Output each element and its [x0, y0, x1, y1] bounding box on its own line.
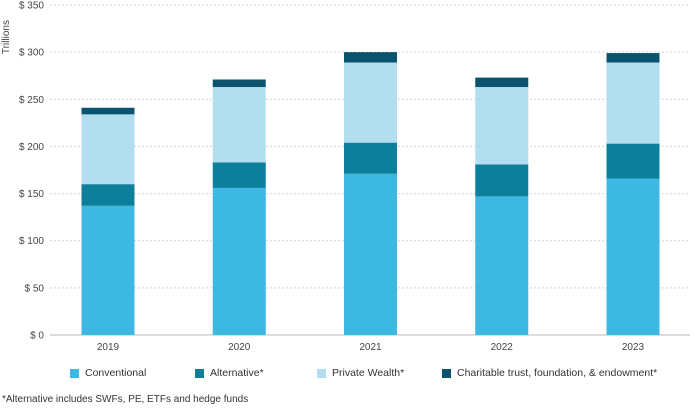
bar-segment	[475, 87, 529, 165]
legend: Conventional Alternative* Private Wealth…	[70, 367, 690, 383]
y-tick-label: $ 200	[19, 142, 44, 153]
bar-segment	[344, 62, 397, 143]
bar-segment	[212, 162, 266, 188]
bar-segment	[344, 52, 397, 63]
bar-segment	[81, 184, 135, 206]
y-tick-label: $ 50	[25, 283, 45, 294]
legend-item-charitable: Charitable trust, foundation, & endowmen…	[442, 367, 657, 379]
y-tick-label: $ 100	[19, 236, 44, 247]
y-tick-label: $ 250	[19, 95, 44, 106]
bar-segment	[606, 62, 660, 144]
x-tick-label: 2020	[228, 342, 251, 353]
bar-segment	[212, 87, 266, 163]
bars	[81, 52, 660, 335]
legend-swatch	[317, 368, 326, 378]
x-tick-label: 2021	[359, 342, 382, 353]
legend-item-private-wealth: Private Wealth*	[317, 367, 404, 379]
x-axis-ticks: 2019 2020 2021 2022 2023	[97, 342, 645, 353]
bar-segment	[606, 143, 660, 179]
legend-label: Private Wealth*	[332, 367, 405, 379]
legend-label: Conventional	[85, 367, 147, 379]
bar-segment	[606, 53, 660, 63]
y-axis-label: Trillions	[1, 20, 12, 54]
legend-item-conventional: Conventional	[70, 367, 146, 379]
x-tick-label: 2022	[491, 342, 514, 353]
legend-swatch	[195, 368, 204, 378]
x-tick-label: 2019	[97, 342, 120, 353]
footnote: *Alternative includes SWFs, PE, ETFs and…	[2, 394, 249, 405]
bar-segment	[344, 142, 397, 174]
bar-segment	[81, 107, 135, 115]
y-tick-label: $ 300	[19, 48, 44, 59]
bar-segment	[81, 205, 135, 335]
bar-segment	[606, 178, 660, 335]
bar-segment	[81, 114, 135, 185]
bar-segment	[475, 77, 529, 88]
y-axis-ticks: $ 0 $ 50 $ 100 $ 150 $ 200 $ 250 $ 300 $ 350	[19, 1, 44, 342]
bar-segment	[344, 173, 397, 335]
bar-segment	[475, 196, 529, 335]
y-tick-label: $ 150	[19, 189, 44, 200]
y-tick-label: $ 0	[30, 331, 44, 342]
y-tick-label: $ 350	[19, 1, 44, 12]
legend-swatch	[442, 368, 451, 378]
legend-label: Charitable trust, foundation, & endowmen…	[457, 367, 658, 379]
x-tick-label: 2023	[622, 342, 645, 353]
legend-item-alternative: Alternative*	[195, 367, 264, 379]
bar-segment	[212, 79, 266, 88]
bar-segment	[212, 187, 266, 335]
bar-segment	[475, 164, 529, 197]
legend-swatch	[70, 368, 79, 378]
legend-label: Alternative*	[210, 367, 264, 379]
